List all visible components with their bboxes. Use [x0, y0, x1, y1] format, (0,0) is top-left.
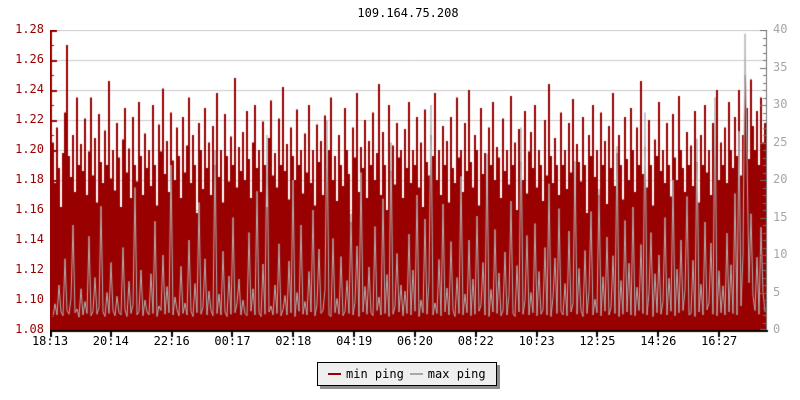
x-tick-label: 02:18	[275, 334, 312, 348]
y-left-tick-label: 1.28	[15, 22, 44, 36]
y-left-tick-label: 1.22	[15, 112, 44, 126]
ping-chart-canvas	[50, 30, 770, 342]
max-ping-swatch	[409, 373, 423, 375]
y-right-tick-label: 5	[773, 284, 781, 299]
y-left-tick-label: 1.24	[15, 82, 44, 96]
y-left-tick-label: 1.08	[15, 322, 44, 336]
x-tick-label: 10:23	[518, 334, 555, 348]
chart-title: 109.164.75.208	[357, 6, 459, 20]
x-tick-label: 22:16	[153, 334, 190, 348]
y-left-tick-label: 1.20	[15, 142, 44, 156]
y-left-tick-label: 1.10	[15, 292, 44, 306]
x-tick-label: 00:17	[214, 334, 251, 348]
legend-item-max-ping: max ping	[409, 367, 486, 381]
y-left-tick-label: 1.16	[15, 202, 44, 216]
y-right-tick-label: 10	[773, 247, 788, 261]
x-tick-label: 20:14	[92, 334, 129, 348]
y-right-tick-label: 15	[773, 209, 788, 224]
y-right-tick-label: 0	[773, 322, 781, 336]
y-right-tick-label: 30	[773, 97, 788, 111]
legend: min ping max ping	[317, 362, 497, 386]
y-left-tick-label: 1.26	[15, 52, 44, 66]
x-tick-label: 18:13	[31, 334, 69, 348]
x-tick-label: 06:20	[396, 334, 434, 348]
y-right-tick-label: 35	[773, 59, 788, 74]
y-left-tick-label: 1.12	[15, 262, 44, 276]
min-ping-swatch	[328, 373, 341, 375]
x-tick-label: 12:25	[579, 334, 616, 348]
min-ping-label: min ping	[346, 367, 404, 381]
y-left-tick-label: 1.18	[15, 172, 44, 186]
x-tick-label: 14:26	[640, 334, 677, 348]
x-tick-label: 16:27	[701, 334, 738, 348]
x-tick-label: 08:22	[457, 334, 494, 348]
x-tick-label: 04:19	[336, 334, 373, 348]
max-ping-label: max ping	[427, 367, 486, 381]
y-right-tick-label: 40	[773, 22, 788, 36]
y-right-tick-label: 25	[773, 134, 788, 149]
y-right-tick-label: 20	[773, 172, 788, 186]
y-left-tick-label: 1.14	[15, 232, 44, 246]
legend-item-min-ping: min ping	[328, 367, 404, 381]
